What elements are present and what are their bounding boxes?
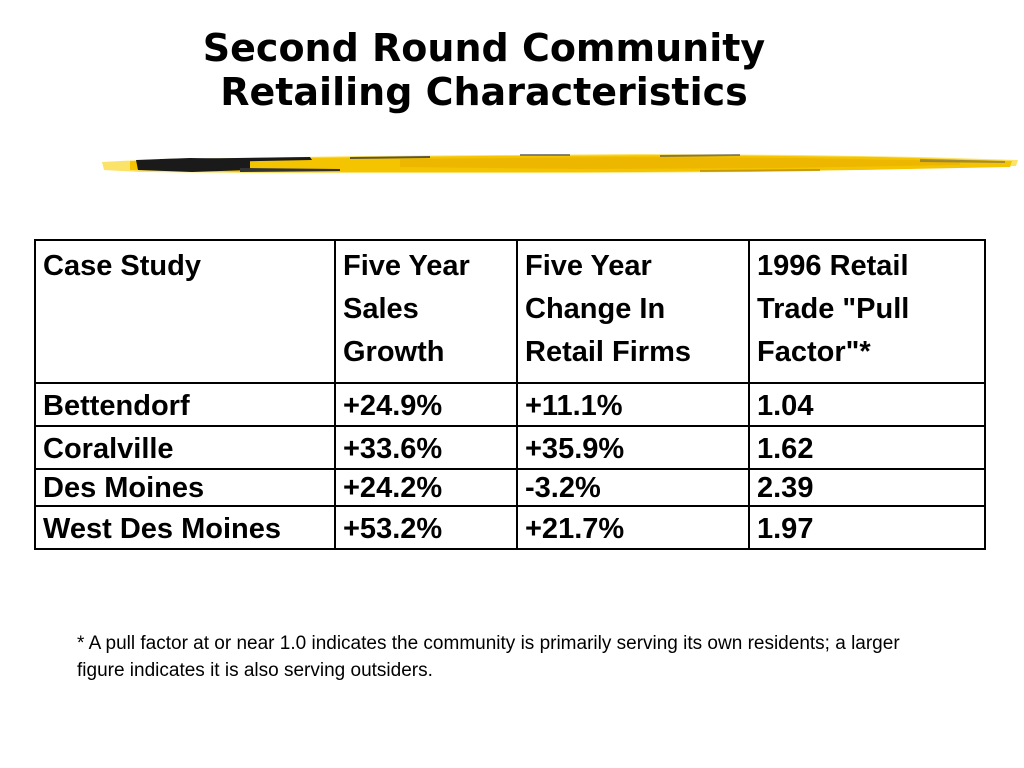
cell-sales-growth: +53.2% <box>334 505 518 550</box>
table-row: Bettendorf +24.9% +11.1% 1.04 <box>34 382 986 427</box>
header-case-study: Case Study <box>34 239 336 384</box>
header-change-retail-firms: Five Year Change In Retail Firms <box>516 239 750 384</box>
cell-retail-firms-change: -3.2% <box>516 468 750 507</box>
cell-case-study: West Des Moines <box>34 505 336 550</box>
cell-case-study: Bettendorf <box>34 382 336 427</box>
table-header-row: Case Study Five Year Sales Growth Five Y… <box>34 239 986 384</box>
slide-title-line-1: Second Round Community <box>202 26 766 70</box>
cell-sales-growth: +33.6% <box>334 425 518 470</box>
cell-pull-factor: 2.39 <box>748 468 986 507</box>
cell-sales-growth: +24.9% <box>334 382 518 427</box>
table-row: Coralville +33.6% +35.9% 1.62 <box>34 425 986 470</box>
retail-table: Case Study Five Year Sales Growth Five Y… <box>34 239 986 550</box>
cell-pull-factor: 1.62 <box>748 425 986 470</box>
slide-title: Second Round Community Retailing Charact… <box>0 26 968 114</box>
table-row: West Des Moines +53.2% +21.7% 1.97 <box>34 505 986 550</box>
table-row: Des Moines +24.2% -3.2% 2.39 <box>34 468 986 507</box>
cell-retail-firms-change: +35.9% <box>516 425 750 470</box>
cell-retail-firms-change: +21.7% <box>516 505 750 550</box>
cell-sales-growth: +24.2% <box>334 468 518 507</box>
slide-title-line-2: Retailing Characteristics <box>220 70 748 114</box>
cell-retail-firms-change: +11.1% <box>516 382 750 427</box>
cell-case-study: Coralville <box>34 425 336 470</box>
cell-pull-factor: 1.97 <box>748 505 986 550</box>
pull-factor-footnote: * A pull factor at or near 1.0 indicates… <box>77 633 900 681</box>
cell-case-study: Des Moines <box>34 468 336 507</box>
cell-pull-factor: 1.04 <box>748 382 986 427</box>
header-pull-factor: 1996 Retail Trade "Pull Factor"* <box>748 239 986 384</box>
header-sales-growth: Five Year Sales Growth <box>334 239 518 384</box>
decorative-brush-stroke <box>102 154 1018 173</box>
